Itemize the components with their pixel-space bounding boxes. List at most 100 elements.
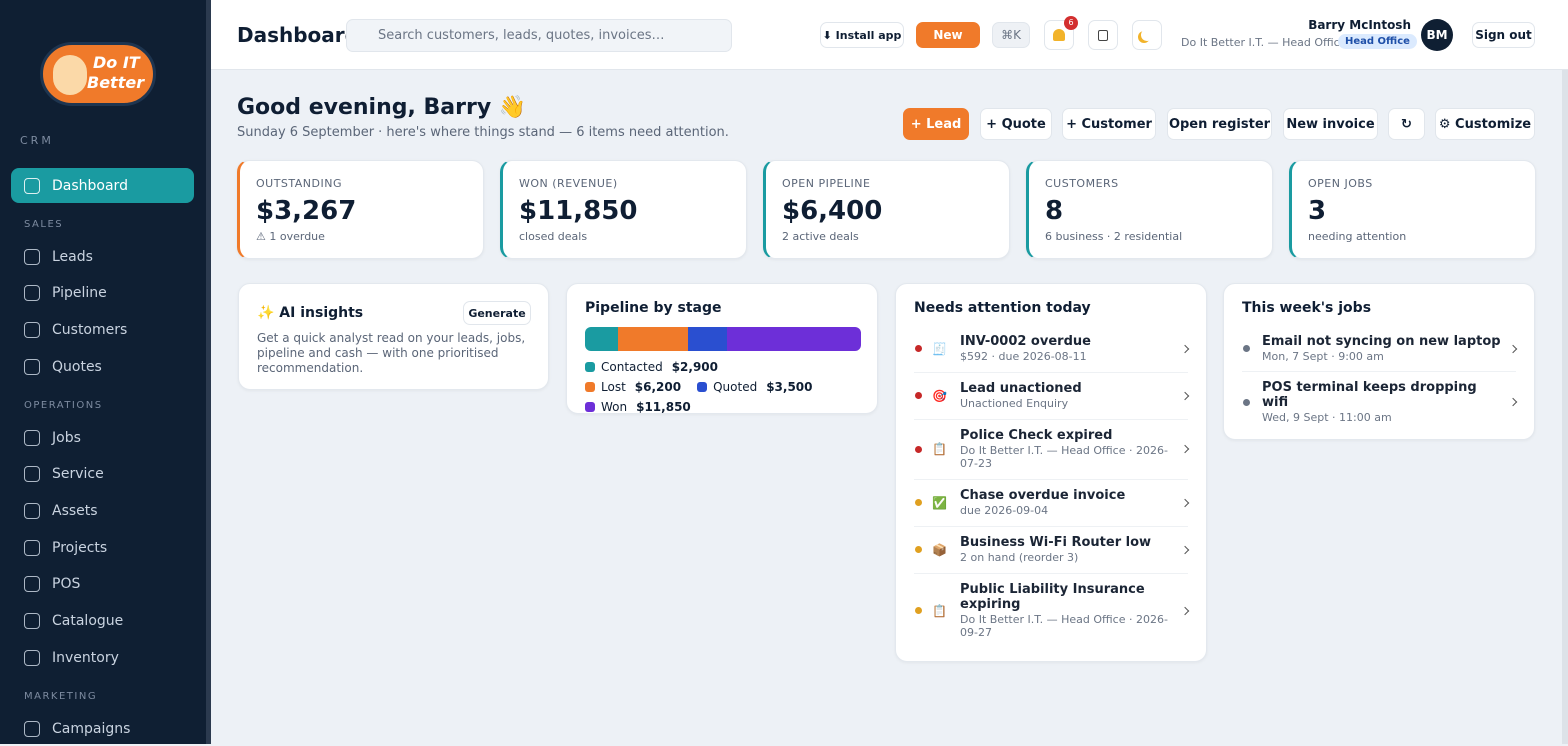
legend-value: $11,850	[636, 400, 691, 414]
job-item[interactable]: POS terminal keeps dropping wifi Wed, 9 S…	[1242, 372, 1518, 432]
item-detail: due 2026-09-04	[960, 504, 1049, 517]
attention-card: Needs attention today 🧾 INV-0002 overdue $5…	[895, 283, 1207, 662]
new-button[interactable]: New	[916, 22, 980, 48]
nav-icon	[24, 358, 40, 375]
nav-label: Inventory	[52, 649, 119, 666]
card-title: Pipeline by stage	[585, 300, 722, 316]
shortcut-button[interactable]: ⌘K	[992, 22, 1030, 48]
action-button[interactable]: ↻	[1388, 108, 1425, 140]
item-text: Chase overdue invoice due 2026-09-04	[960, 488, 1174, 517]
card-title: ✨ AI insights	[257, 305, 364, 321]
status-dot	[915, 607, 922, 614]
calendar-button[interactable]	[1088, 20, 1118, 50]
nav-item[interactable]: Customers	[11, 312, 194, 347]
nav-label: Campaigns	[52, 720, 131, 737]
nav-label: Pipeline	[52, 285, 107, 302]
theme-button[interactable]	[1132, 20, 1162, 50]
kpi-card: CUSTOMERS 8 6 business · 2 residential	[1026, 160, 1273, 259]
legend-value: $2,900	[671, 360, 718, 374]
nav-item[interactable]: Leads	[11, 239, 194, 274]
kpi-card: OPEN PIPELINE $6,400 2 active deals	[763, 160, 1010, 259]
notification-badge: 6	[1064, 16, 1078, 30]
legend-swatch	[585, 382, 595, 392]
nav-item[interactable]: Catalogue	[11, 604, 194, 639]
action-button[interactable]: ⚙ Customize	[1435, 108, 1535, 140]
ai-card: ✨ AI insights Generate Get a quick analyst…	[238, 283, 549, 390]
nav-label: Customers	[52, 321, 128, 338]
action-button[interactable]: + Customer	[1062, 108, 1156, 140]
attention-item[interactable]: ✅ Chase overdue invoice due 2026-09-04	[914, 480, 1190, 527]
item-text: Police Check expired Do It Better I.T. — …	[960, 428, 1174, 470]
nav-icon	[24, 576, 40, 593]
nav-item[interactable]: Dashboard	[11, 168, 194, 203]
page-title: Dashboard	[237, 23, 359, 47]
jobs-card: This week's jobs Email not syncing on new…	[1223, 283, 1535, 440]
install-button[interactable]: ⬇ Install app	[820, 22, 904, 48]
nav-label: Dashboard	[52, 177, 128, 194]
legend-label: Won	[601, 400, 628, 414]
item-title: POS terminal keeps dropping wifi	[1262, 380, 1477, 410]
item-title: Chase overdue invoice	[960, 488, 1126, 503]
kpi-note: 6 business · 2 residential	[1045, 230, 1183, 243]
kpi-label: OPEN JOBS	[1308, 177, 1373, 190]
job-item[interactable]: Email not syncing on new laptop Mon, 7 Se…	[1242, 326, 1518, 372]
greeting: Good evening, Barry 👋	[237, 95, 527, 120]
nav-icon	[24, 539, 40, 556]
card-title: This week's jobs	[1242, 300, 1372, 316]
search-box[interactable]: Search customers, leads, quotes, invoice…	[346, 19, 732, 52]
nav-item[interactable]: Jobs	[11, 420, 194, 455]
attention-item[interactable]: 📋 Police Check expired Do It Better I.T. —…	[914, 420, 1190, 480]
nav-icon	[24, 429, 40, 446]
item-title: INV-0002 overdue	[960, 334, 1091, 349]
nav-icon	[24, 613, 40, 629]
action-button[interactable]: + Quote	[980, 108, 1052, 140]
nav-item[interactable]: Inventory	[11, 640, 194, 675]
kpi-value: $6,400	[782, 196, 883, 226]
action-button[interactable]: Open register	[1167, 108, 1272, 140]
kpi-card: OUTSTANDING $3,267 ⚠ 1 overdue	[237, 160, 484, 259]
moon-icon	[1141, 29, 1153, 41]
kpi-value: $11,850	[519, 196, 638, 226]
nav-icon	[24, 177, 40, 194]
nav-item[interactable]: Assets	[11, 493, 194, 528]
nav-item[interactable]: Pipeline	[11, 276, 194, 311]
item-icon: 🎯	[932, 388, 947, 403]
attention-item[interactable]: 🧾 INV-0002 overdue $592 · due 2026-08-11	[914, 326, 1190, 373]
user-name: Barry McIntosh	[1308, 18, 1411, 32]
bar-segment	[727, 327, 861, 351]
sidebar: Do IT Better CRM Dashboard SALES Leads Pipel…	[0, 0, 206, 744]
item-text: INV-0002 overdue $592 · due 2026-08-11	[960, 334, 1174, 363]
avatar[interactable]: BM	[1421, 19, 1453, 51]
nav-icon	[24, 248, 40, 265]
item-icon: 🧾	[932, 341, 947, 356]
action-button[interactable]: + Lead	[903, 108, 969, 140]
item-icon: ✅	[932, 495, 947, 510]
kpi-label: WON (REVENUE)	[519, 177, 618, 190]
item-detail: Unactioned Enquiry	[960, 397, 1069, 410]
item-title: Public Liability Insurance expiring	[960, 582, 1145, 612]
kpi-note: ⚠ 1 overdue	[256, 230, 325, 243]
nav-label: Assets	[52, 502, 98, 519]
nav-item[interactable]: POS	[11, 567, 194, 602]
attention-item[interactable]: 🎯 Lead unactioned Unactioned Enquiry	[914, 373, 1190, 420]
nav-item[interactable]: Projects	[11, 530, 194, 565]
sign-out-button[interactable]: Sign out	[1472, 22, 1535, 48]
nav-item[interactable]: Quotes	[11, 349, 194, 384]
attention-item[interactable]: 📋 Public Liability Insurance expiring Do I…	[914, 574, 1190, 648]
item-detail: Mon, 7 Sept · 9:00 am	[1262, 350, 1384, 363]
generate-button[interactable]: Generate	[463, 301, 531, 325]
legend-swatch	[585, 362, 595, 372]
item-detail: Do It Better I.T. — Head Office · 2026-0…	[960, 444, 1168, 470]
kpi-value: 8	[1045, 196, 1064, 226]
nav-item[interactable]: Service	[11, 457, 194, 492]
chevron	[1180, 606, 1190, 615]
chevron	[1180, 545, 1190, 554]
chevron	[1180, 391, 1190, 400]
nav-icon	[24, 321, 40, 338]
attention-item[interactable]: 📦 Business Wi-Fi Router low 2 on hand (reo…	[914, 527, 1190, 574]
item-detail: Do It Better I.T. — Head Office · 2026-0…	[960, 613, 1168, 639]
nav-item[interactable]: Campaigns	[11, 711, 194, 746]
action-button[interactable]: New invoice	[1283, 108, 1378, 140]
nav-label: Service	[52, 466, 104, 483]
